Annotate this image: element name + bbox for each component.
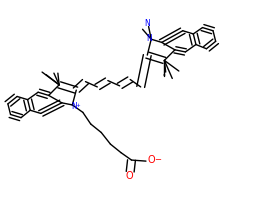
Text: O: O xyxy=(125,171,133,181)
Text: '': '' xyxy=(163,73,166,79)
Text: +: + xyxy=(76,103,80,108)
Text: −: − xyxy=(154,155,161,164)
Text: N: N xyxy=(144,19,150,28)
Text: N: N xyxy=(72,102,77,111)
Text: O: O xyxy=(148,155,155,165)
Text: N: N xyxy=(146,34,152,43)
